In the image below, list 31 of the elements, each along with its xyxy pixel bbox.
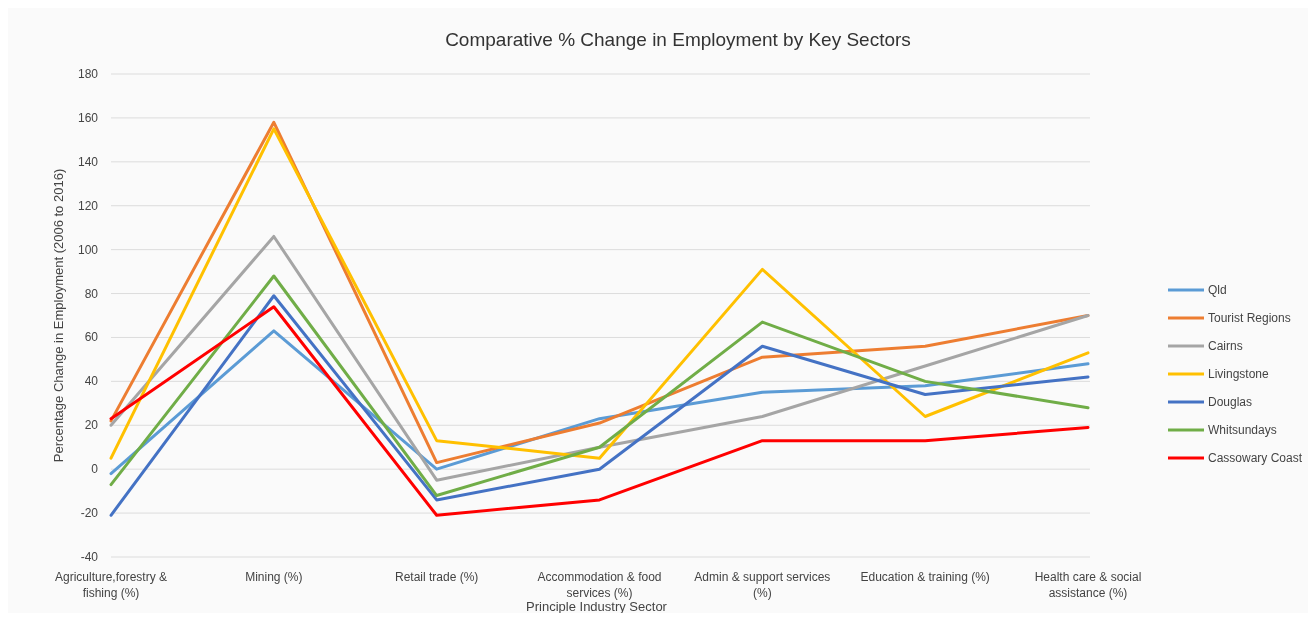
x-tick-label: Education & training (%) xyxy=(860,570,990,584)
y-tick-label: 80 xyxy=(84,286,99,301)
y-tick-label: -40 xyxy=(80,550,99,564)
x-tick-label: Agriculture,forestry & fishing (%) xyxy=(54,570,168,600)
x-axis-title: Principle Industry Sector xyxy=(526,599,668,614)
y-tick-label: 40 xyxy=(84,374,99,389)
y-tick-label: 160 xyxy=(77,110,99,125)
x-tick-label: Retail trade (%) xyxy=(394,570,479,584)
legend-label: Qld xyxy=(1208,282,1227,297)
x-tick-label: Accommodation & food services (%) xyxy=(537,570,662,600)
y-tick-label: -20 xyxy=(80,506,99,521)
legend-label: Tourist Regions xyxy=(1208,310,1291,325)
line-series xyxy=(109,274,1090,498)
y-tick-label: 120 xyxy=(77,198,99,213)
chart-title: Comparative % Change in Employment by Key Sectors xyxy=(445,29,911,50)
legend-label: Cairns xyxy=(1208,338,1243,353)
legend-label: Cassowary Coast xyxy=(1208,450,1303,465)
y-axis-title: Percentage Change in Employment (2006 to 2016) xyxy=(51,168,66,463)
x-tick-label: Health care & social assistance (%) xyxy=(1034,570,1142,600)
x-tick-label: Admin & support services (%) xyxy=(694,570,831,600)
y-tick-label: 180 xyxy=(77,67,99,81)
y-tick-label: 60 xyxy=(84,330,99,345)
legend-label: Livingstone xyxy=(1208,366,1270,381)
line-series xyxy=(109,234,1090,482)
y-tick-label: 100 xyxy=(77,242,99,257)
y-tick-label: 0 xyxy=(91,462,99,477)
x-tick-label: Mining (%) xyxy=(245,570,303,584)
legend-label: Douglas xyxy=(1208,394,1253,409)
y-tick-label: 20 xyxy=(84,418,99,433)
y-tick-label: 140 xyxy=(77,154,99,169)
legend-label: Whitsundays xyxy=(1208,422,1277,437)
